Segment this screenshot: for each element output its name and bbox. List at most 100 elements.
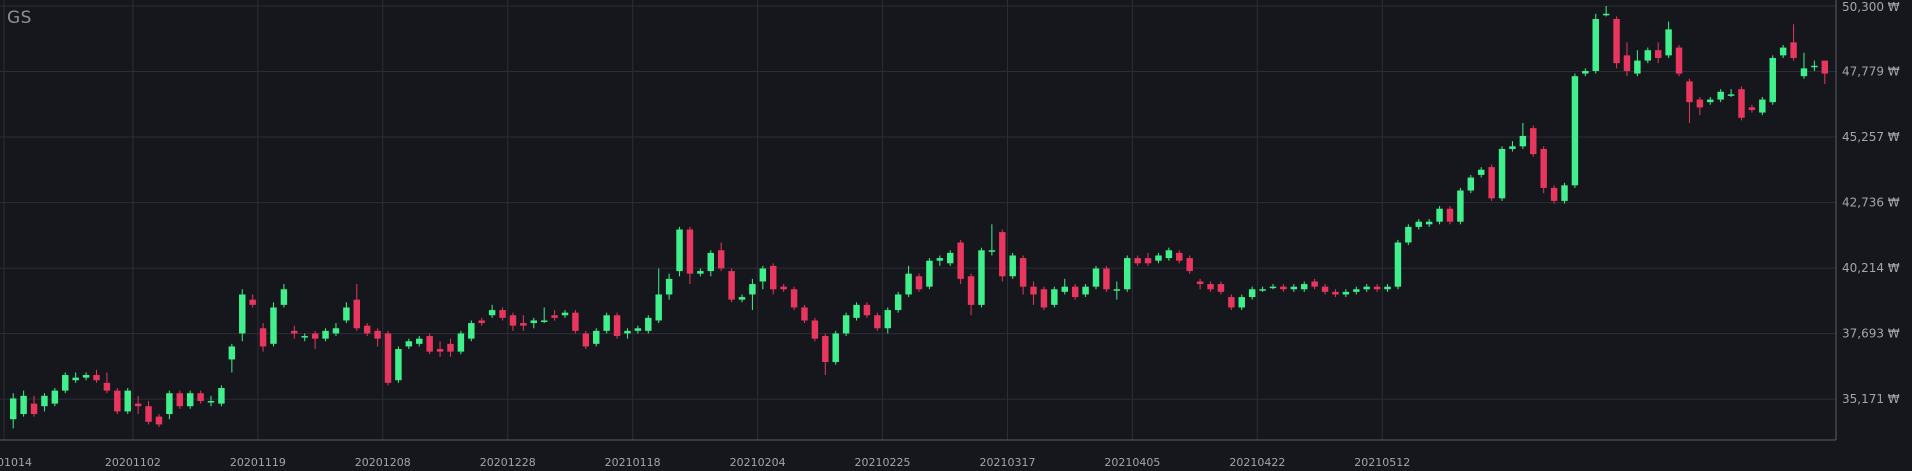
candle-up[interactable] [1467,174,1475,194]
candle-up[interactable] [988,224,996,256]
candle-down[interactable] [1696,96,1704,116]
candle-up[interactable] [72,372,79,383]
candle-down[interactable] [572,310,579,334]
candle-up[interactable] [1665,21,1672,58]
candle-down[interactable] [134,395,142,415]
candle-up[interactable] [1082,284,1089,298]
candle-down[interactable] [770,263,777,295]
candle-up[interactable] [1155,252,1162,264]
candle-up[interactable] [1634,50,1641,77]
candle-down[interactable] [114,388,121,415]
candle-down[interactable] [1790,24,1797,61]
candle-up[interactable] [1269,284,1277,290]
candle-down[interactable] [436,341,444,357]
candle-up[interactable] [1800,52,1808,79]
candle-down[interactable] [915,273,923,292]
candle-up[interactable] [1759,96,1766,116]
candle-down[interactable] [1144,252,1152,266]
candle-up[interactable] [405,338,413,350]
candle-down[interactable] [863,302,871,318]
candle-down[interactable] [520,315,527,331]
candle-up[interactable] [124,388,131,415]
candle-down[interactable] [822,333,829,376]
candle-down[interactable] [1196,278,1204,290]
candle-down[interactable] [967,273,975,316]
candle-down[interactable] [291,325,298,339]
candle-up[interactable] [1009,252,1016,279]
candle-up[interactable] [1405,224,1412,246]
candle-up[interactable] [166,390,173,420]
candle-down[interactable] [999,229,1006,282]
candle-down[interactable] [1686,78,1693,123]
candle-down[interactable] [374,328,381,347]
candle-down[interactable] [155,414,163,428]
candle-up[interactable] [853,302,860,321]
candle-down[interactable] [686,226,694,285]
candle-down[interactable] [1071,284,1079,300]
candle-up[interactable] [280,284,288,308]
candle-up[interactable] [1519,122,1527,149]
candle-down[interactable] [551,310,558,321]
candle-down[interactable] [1675,44,1683,77]
candle-down[interactable] [1540,146,1547,194]
candle-down[interactable] [1821,60,1829,84]
candle-up[interactable] [697,268,704,277]
candle-up[interactable] [301,333,308,342]
candle-up[interactable] [1165,247,1173,261]
candle-up[interactable] [540,307,548,324]
candle-down[interactable] [1228,294,1235,311]
candle-up[interactable] [228,343,236,373]
candle-down[interactable] [1019,255,1027,295]
candle-down[interactable] [790,286,798,311]
candle-down[interactable] [447,338,454,357]
candle-down[interactable] [582,330,590,350]
candle-down[interactable] [613,312,621,339]
candle-up[interactable] [738,294,746,303]
candle-down[interactable] [1280,284,1287,292]
candle-up[interactable] [1457,187,1464,225]
candle-up[interactable] [655,268,662,324]
candle-up[interactable] [1051,286,1058,308]
candle-up[interactable] [530,317,538,329]
candle-up[interactable] [676,226,683,277]
candle-up[interactable] [759,265,767,290]
candle-up[interactable] [1259,286,1266,292]
candle-up[interactable] [624,328,631,339]
candle-up[interactable] [905,265,912,298]
candle-down[interactable] [145,401,152,425]
candle-down[interactable] [1030,281,1037,305]
candle-up[interactable] [239,289,246,342]
candle-down[interactable] [249,294,256,308]
candle-up[interactable] [1290,284,1298,292]
candle-down[interactable] [1550,185,1558,204]
candle-up[interactable] [41,393,48,412]
candle-down[interactable] [363,323,371,337]
candle-down[interactable] [811,317,819,342]
candle-down[interactable] [1623,42,1631,77]
candle-down[interactable] [509,312,517,331]
candle-up[interactable] [1571,73,1579,188]
candle-up[interactable] [884,307,891,334]
candle-down[interactable] [1311,278,1318,290]
candle-up[interactable] [1238,294,1245,311]
candle-up[interactable] [1415,219,1422,230]
candle-up[interactable] [1248,286,1256,300]
candle-up[interactable] [1602,6,1610,17]
candle-up[interactable] [561,310,569,318]
candle-up[interactable] [1769,55,1776,105]
candle-down[interactable] [197,390,204,404]
candle-down[interactable] [311,330,319,350]
candle-up[interactable] [1113,281,1121,300]
candle-down[interactable] [426,333,433,355]
candle-up[interactable] [926,258,933,290]
candle-down[interactable] [1332,289,1339,298]
candle-down[interactable] [478,317,485,326]
candle-down[interactable] [1373,284,1381,292]
candle-up[interactable] [218,385,225,407]
candle-down[interactable] [1748,104,1756,113]
candle-down[interactable] [1321,284,1329,295]
candle-down[interactable] [1176,250,1183,264]
candle-up[interactable] [749,278,756,311]
candle-up[interactable] [1394,239,1402,290]
candle-up[interactable] [832,330,839,365]
